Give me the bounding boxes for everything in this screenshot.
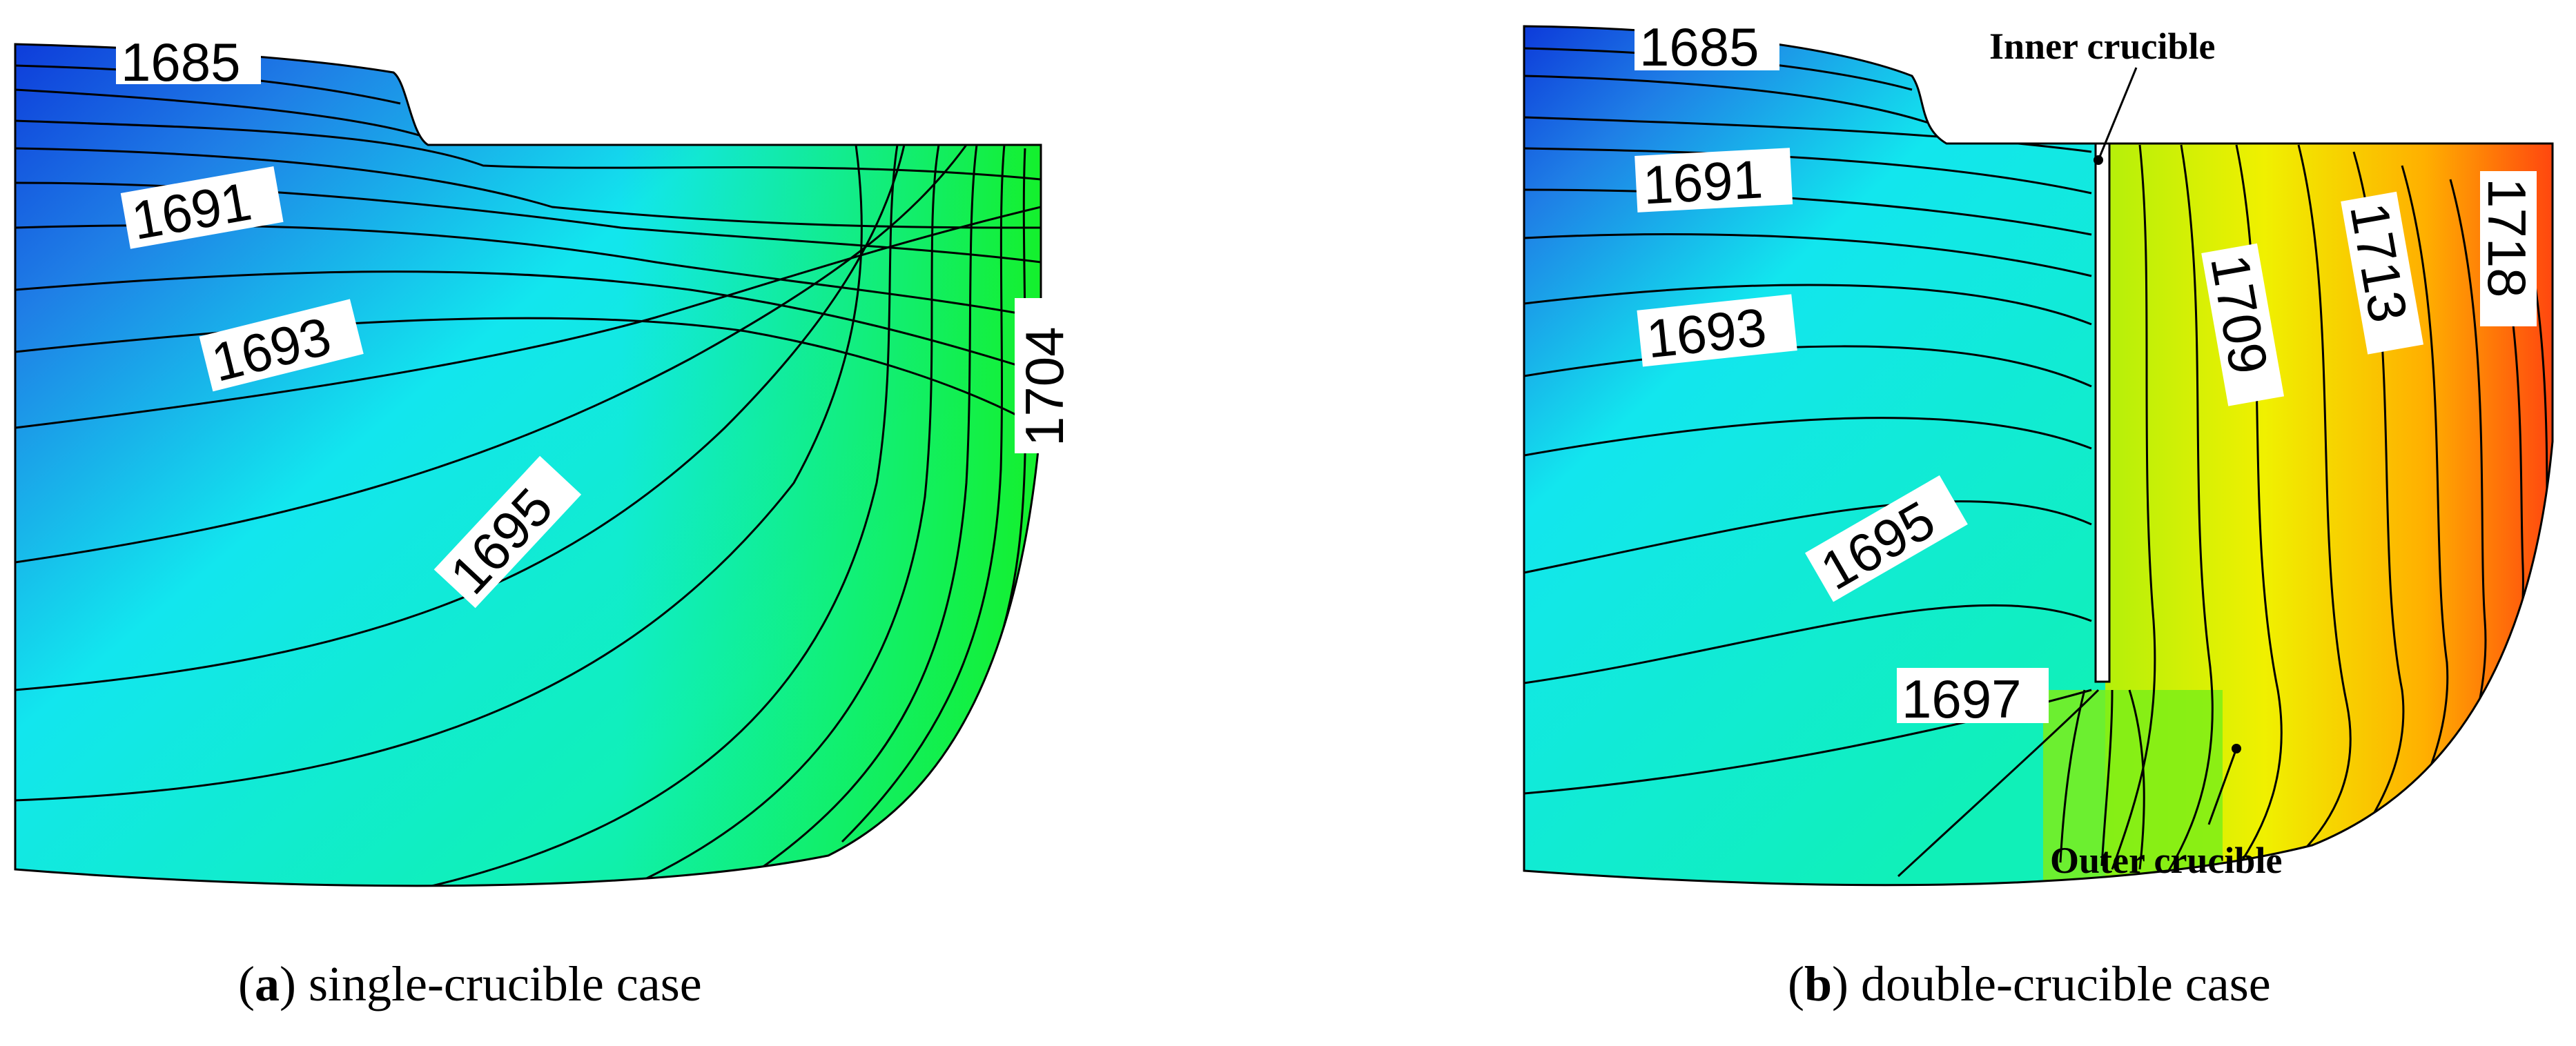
svg-text:1704: 1704	[1014, 326, 1075, 446]
panel-a-field	[15, 44, 1041, 886]
svg-text:1718: 1718	[2477, 178, 2537, 298]
panel-a-right-band	[621, 138, 1041, 886]
panel-b-contour-labels: 1685 1691 1693 1695 1697 1709	[1635, 15, 2537, 729]
inner-crucible-wall	[2094, 142, 2111, 683]
contour-label-1697-b: 1697	[1897, 668, 2049, 729]
svg-text:1685: 1685	[1639, 17, 1759, 77]
panel-b-outline	[1523, 25, 2554, 887]
svg-text:1691: 1691	[1641, 148, 1764, 215]
caption-a: (a) single-crucible case	[238, 956, 702, 1012]
caption-b: (b) double-crucible case	[1788, 956, 2271, 1012]
contour-label-1718-b: 1718	[2477, 171, 2537, 326]
contour-label-1693-b: 1693	[1637, 294, 1797, 370]
outer-crucible-label: Outer crucible	[2050, 840, 2282, 881]
contour-label-1685-b: 1685	[1635, 15, 1779, 77]
inner-crucible-annotation: Inner crucible	[1989, 26, 2215, 165]
inner-crucible-leader	[2097, 67, 2138, 161]
outer-crucible-annotation: Outer crucible	[2050, 744, 2282, 881]
panel-b: 1685 1691 1693 1695 1697 1709	[1523, 15, 2554, 887]
panel-a: 1685 1691 1693 1695 1704	[14, 32, 1075, 887]
contour-label-1704-a: 1704	[1014, 298, 1075, 453]
panel-b-gap-region	[2043, 690, 2223, 885]
svg-text:1693: 1693	[1643, 297, 1769, 370]
outer-crucible-leader	[2207, 748, 2238, 825]
inner-crucible-label: Inner crucible	[1989, 26, 2215, 67]
panel-b-field	[1524, 26, 2553, 885]
panel-b-inner-gradient	[1524, 26, 2105, 885]
svg-text:1697: 1697	[1902, 669, 2022, 729]
contour-label-1685-a: 1685	[116, 32, 261, 92]
svg-text:1685: 1685	[121, 32, 241, 92]
outer-crucible-dot	[2232, 744, 2241, 753]
panel-a-outline	[14, 43, 1042, 887]
inner-crucible-dot	[2094, 155, 2103, 165]
contour-label-1691-b: 1691	[1635, 148, 1793, 215]
